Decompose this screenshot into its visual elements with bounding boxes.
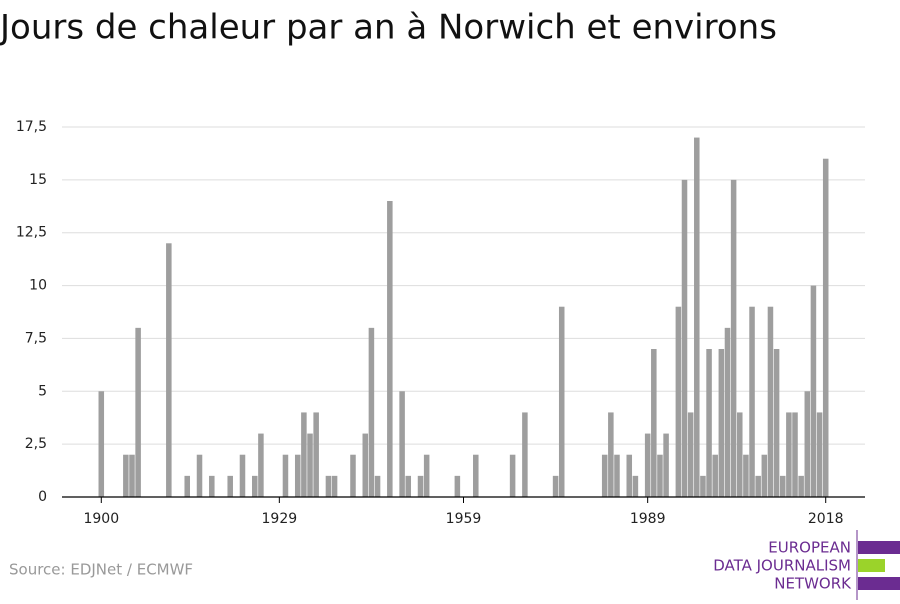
bar (307, 433, 313, 497)
logo-text: NETWORK (774, 575, 852, 593)
bar (712, 454, 718, 497)
bar (755, 475, 761, 497)
bar (736, 412, 743, 497)
bar (98, 391, 105, 497)
bar (761, 454, 768, 497)
bar (166, 243, 172, 497)
bar (123, 454, 129, 497)
logo-bar (858, 577, 900, 590)
logo-text: EUROPEAN (768, 539, 851, 557)
bar (632, 475, 639, 497)
bar (509, 454, 516, 497)
bar (423, 454, 430, 497)
y-tick-label: 5 (38, 383, 47, 399)
bar (608, 412, 614, 497)
bar (718, 349, 725, 497)
bar (252, 475, 258, 497)
bar (810, 285, 817, 497)
y-tick-label: 0 (38, 489, 47, 505)
y-tick-label: 15 (29, 172, 47, 188)
bar (294, 454, 301, 497)
bar (301, 412, 307, 497)
bar (730, 179, 737, 497)
bar (743, 454, 749, 497)
bar (779, 475, 786, 497)
bar (227, 475, 233, 497)
bar (700, 475, 706, 497)
bar (694, 137, 700, 498)
bar (368, 327, 375, 497)
bar (749, 306, 755, 497)
y-tick-label: 7,5 (25, 330, 47, 346)
bar (552, 475, 559, 497)
x-tick-label: 2018 (808, 511, 844, 527)
y-tick-label: 17,5 (16, 119, 47, 135)
bar (816, 412, 823, 497)
bar (313, 412, 319, 497)
x-tick-label: 1989 (630, 511, 666, 527)
bar (473, 454, 479, 497)
bar (522, 412, 528, 497)
bar (675, 306, 682, 497)
bar (362, 433, 369, 497)
bar (350, 454, 356, 497)
bar (558, 306, 565, 497)
bar (687, 412, 694, 497)
bar (681, 179, 688, 497)
bar (804, 391, 811, 497)
bar (454, 475, 461, 497)
bar (663, 433, 669, 497)
bar (792, 412, 798, 497)
bar (239, 454, 246, 497)
bar (405, 475, 412, 497)
bar (706, 349, 712, 497)
logo-text: DATA JOURNALISM (713, 557, 851, 575)
source: Source: EDJNet / ECMWF (9, 561, 193, 579)
bar (282, 454, 289, 497)
bar (184, 475, 191, 497)
bar (651, 349, 657, 497)
bar (417, 475, 424, 497)
bar (387, 201, 393, 497)
bar (644, 433, 651, 497)
bar (129, 454, 135, 497)
bar (209, 475, 215, 497)
bar (325, 475, 332, 497)
bar (196, 454, 203, 497)
chart-title: Jours de chaleur par an à Norwich et env… (0, 8, 777, 48)
y-tick-label: 10 (29, 278, 47, 294)
bar (786, 412, 792, 497)
logo-bar (858, 559, 885, 572)
bar (374, 475, 381, 497)
x-tick-label: 1900 (83, 511, 119, 527)
bar (258, 433, 264, 497)
bar (626, 454, 633, 497)
x-tick-label: 1959 (446, 511, 482, 527)
bar (601, 454, 608, 497)
bar (399, 391, 405, 497)
bar (767, 306, 774, 497)
bar (135, 327, 141, 497)
bar (822, 158, 829, 497)
bar (331, 475, 338, 497)
bar (614, 454, 620, 497)
bar (724, 327, 731, 497)
x-tick-label: 1929 (262, 511, 298, 527)
bar (798, 475, 804, 497)
bar (773, 349, 780, 497)
y-tick-label: 12,5 (16, 225, 47, 241)
logo-bar (858, 541, 900, 554)
bar (657, 454, 663, 497)
y-tick-label: 2,5 (25, 436, 47, 452)
